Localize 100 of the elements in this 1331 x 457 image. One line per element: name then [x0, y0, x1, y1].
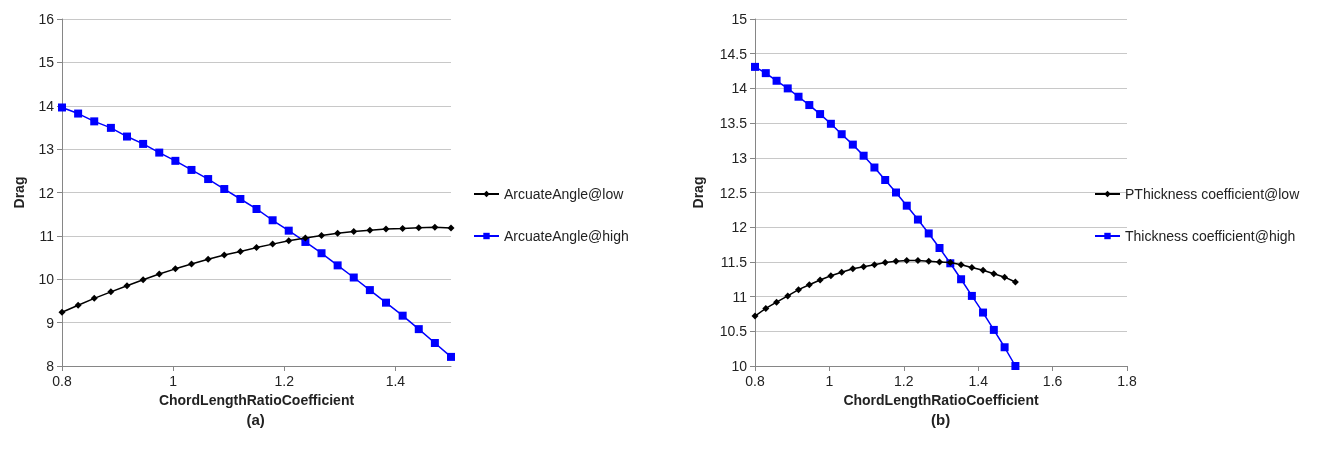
point: [350, 228, 358, 236]
y-tick-label: 8: [46, 358, 55, 374]
point: [285, 237, 293, 245]
point: [968, 263, 976, 271]
y-tick-label: 14: [38, 97, 55, 114]
point: [204, 255, 212, 263]
point: [761, 69, 770, 78]
point: [772, 76, 781, 85]
y-tick-label: 10: [38, 271, 55, 288]
y-tick-label: 12.5: [719, 184, 748, 201]
point: [139, 139, 148, 148]
y-tick-label: 12: [38, 184, 55, 201]
point: [990, 270, 998, 278]
x-axis-title: ChordLengthRatioCoefficient: [843, 391, 1039, 408]
point: [447, 352, 455, 361]
x-tick-label: 1.2: [894, 373, 914, 389]
point: [773, 298, 781, 306]
point: [334, 229, 342, 237]
y-axis-title: Drag: [11, 176, 27, 209]
point: [220, 185, 229, 194]
y-tick-label: 10: [731, 358, 748, 374]
point: [106, 123, 115, 132]
point: [827, 272, 835, 280]
point: [317, 249, 326, 258]
x-tick-label: 1.4: [968, 373, 989, 389]
point: [762, 304, 770, 312]
point: [805, 281, 813, 289]
point: [253, 244, 260, 252]
x-axis-title: ChordLengthRatioCoefficient: [158, 391, 355, 408]
point: [155, 270, 163, 278]
text: (b): [931, 411, 951, 428]
point: [398, 311, 407, 320]
point: [881, 176, 890, 185]
point: [90, 117, 99, 126]
point: [236, 247, 244, 255]
point: [252, 204, 261, 213]
y-tick-label: 10.5: [719, 323, 748, 340]
y-axis-title: Drag: [690, 176, 706, 209]
point: [155, 148, 164, 157]
point: [1000, 343, 1009, 352]
point: [892, 257, 900, 265]
point: [318, 231, 326, 239]
point: [268, 216, 277, 225]
y-tick-label: 13: [38, 141, 55, 158]
point: [381, 298, 390, 307]
point: [430, 339, 439, 348]
y-tick-label: 11: [732, 288, 748, 305]
point: [914, 257, 922, 265]
point: [957, 261, 965, 269]
point: [925, 257, 933, 265]
legend-label: PThickness coefficient@low: [1125, 186, 1301, 202]
point: [349, 273, 358, 282]
point: [859, 151, 868, 160]
point: [284, 226, 293, 235]
point: [365, 286, 374, 295]
point: [860, 263, 868, 271]
point: [204, 175, 213, 184]
point: [848, 140, 857, 149]
point: [123, 282, 131, 290]
point: [447, 224, 455, 232]
point: [913, 215, 922, 224]
point: [794, 92, 803, 101]
point: [74, 109, 83, 118]
point: [816, 276, 824, 284]
point: [236, 195, 245, 204]
point: [816, 110, 825, 119]
x-tick-label: 0.8: [745, 373, 765, 389]
y-tick-label: 12: [731, 219, 748, 236]
point: [870, 261, 878, 269]
point: [366, 226, 374, 234]
point: [979, 266, 987, 274]
x-tick-label: 1: [825, 373, 834, 389]
point: [382, 225, 390, 233]
text: (a): [246, 411, 265, 428]
point: [399, 225, 407, 232]
point: [220, 251, 228, 259]
legend-label: Thickness coefficient@high: [1125, 228, 1296, 244]
x-tick-label: 1.2: [274, 373, 295, 389]
point: [849, 265, 857, 273]
point: [957, 275, 966, 284]
legend-label: ArcuateAngle@high: [504, 228, 629, 244]
point: [837, 130, 846, 139]
point: [795, 286, 803, 294]
point: [979, 308, 988, 317]
point: [805, 101, 814, 110]
x-tick-label: 1.4: [385, 373, 406, 389]
point: [139, 276, 147, 284]
legend-label: ArcuateAngle@low: [504, 186, 625, 202]
point: [171, 156, 180, 165]
point: [187, 260, 195, 268]
point: [826, 119, 835, 128]
point: [1011, 362, 1020, 370]
point: [891, 188, 900, 197]
point: [784, 292, 792, 300]
x-tick-label: 1.6: [1042, 373, 1063, 389]
point: [902, 201, 911, 210]
point: [90, 294, 98, 302]
point: [171, 265, 179, 273]
point: [751, 312, 759, 320]
point: [881, 259, 889, 267]
